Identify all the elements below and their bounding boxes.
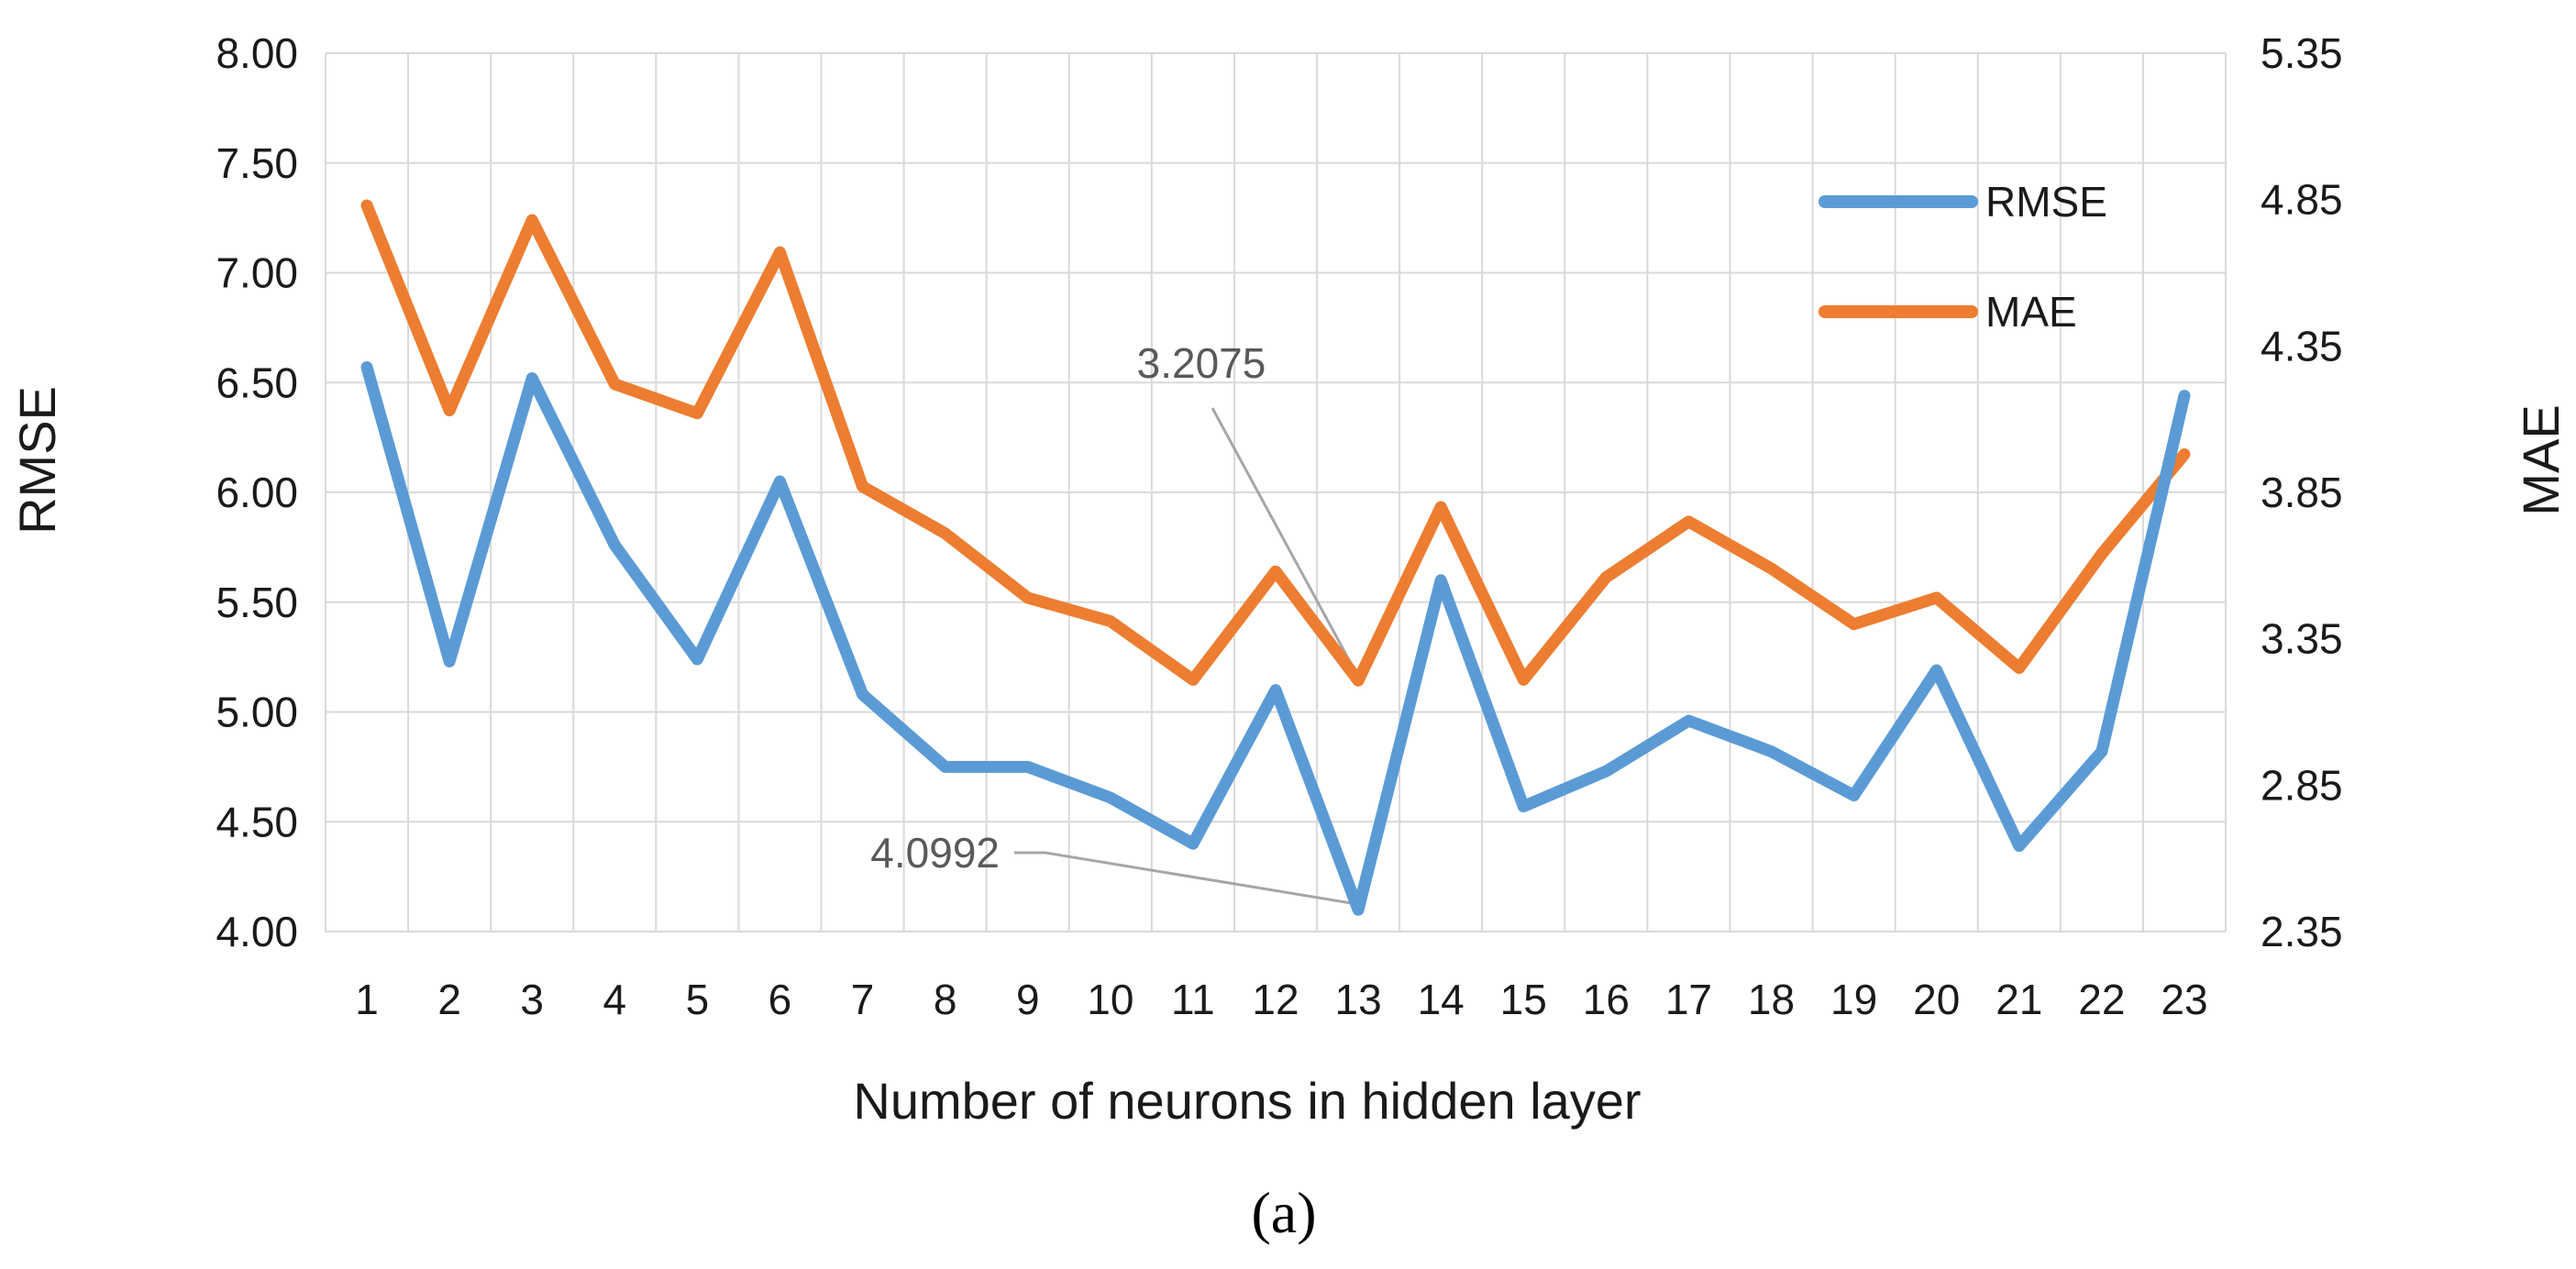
x-tick-label: 2 [437, 976, 461, 1023]
x-tick-label: 6 [768, 976, 792, 1023]
left-tick-label: 4.50 [216, 798, 298, 845]
annotation-leader [1211, 407, 1360, 678]
x-tick-label: 18 [1748, 976, 1795, 1023]
figure-caption: (a) [1251, 1180, 1316, 1245]
right-tick-label: 4.35 [2261, 322, 2343, 370]
legend-label-mae: MAE [1985, 288, 2077, 336]
x-tick-label: 15 [1500, 976, 1547, 1023]
gridlines [325, 52, 2227, 932]
left-tick-label: 6.50 [216, 359, 298, 406]
right-tick-label: 3.35 [2261, 615, 2343, 663]
annotation-leaders [1014, 407, 1360, 906]
left-tick-label: 5.00 [216, 689, 298, 736]
x-tick-label: 5 [686, 976, 710, 1023]
left-tick-label: 6.00 [216, 469, 298, 516]
x-tick-label: 12 [1252, 976, 1299, 1023]
x-tick-label: 17 [1665, 976, 1712, 1023]
y-axis-title-right: MAE [2512, 404, 2570, 515]
right-tick-label: 5.35 [2261, 29, 2343, 77]
left-tick-label: 5.50 [216, 579, 298, 626]
x-tick-label: 22 [2078, 976, 2125, 1023]
x-tick-label: 8 [934, 976, 957, 1023]
x-tick-label: 20 [1913, 976, 1960, 1023]
legend: RMSE MAE [1819, 178, 2107, 336]
right-tick-label: 2.35 [2261, 908, 2343, 955]
right-tick-label: 2.85 [2261, 761, 2343, 809]
x-tick-label: 9 [1016, 976, 1040, 1023]
series-line-mae [360, 199, 2191, 687]
y-axis-title-left: RMSE [8, 386, 66, 535]
series-line-rmse [360, 360, 2191, 916]
legend-label-rmse: RMSE [1985, 178, 2107, 226]
x-tick-label: 4 [603, 976, 627, 1023]
annotation-label: 3.2075 [1137, 339, 1266, 387]
right-tick-label: 4.85 [2261, 176, 2343, 224]
left-tick-label: 7.00 [216, 249, 298, 297]
x-axis-title: Number of neurons in hidden layer [853, 1072, 1641, 1130]
x-tick-label: 1 [355, 976, 379, 1023]
x-tick-label: 11 [1171, 976, 1215, 1023]
left-tick-label: 8.00 [216, 29, 298, 77]
series-lines [360, 199, 2191, 916]
right-tick-label: 3.85 [2261, 469, 2343, 516]
x-tick-label: 16 [1583, 976, 1630, 1023]
x-tick-label: 23 [2161, 976, 2207, 1023]
left-axis-ticks: 4.00 4.50 5.00 5.50 6.00 6.50 7.00 7.50 8.00 [216, 29, 298, 955]
annotations: 3.2075 4.0992 [870, 339, 1266, 877]
x-tick-label: 7 [851, 976, 875, 1023]
x-axis-ticks: 1 2 3 4 5 6 7 8 9 10 11 12 13 14 15 16 17 18 19 20 21 22 23 [355, 976, 2207, 1023]
left-tick-label: 7.50 [216, 139, 298, 187]
x-tick-label: 10 [1087, 976, 1133, 1023]
x-tick-label: 19 [1830, 976, 1877, 1023]
x-tick-label: 3 [520, 976, 544, 1023]
x-tick-label: 13 [1335, 976, 1382, 1023]
x-tick-label: 21 [1996, 976, 2042, 1023]
annotation-label: 4.0992 [870, 829, 1000, 877]
x-tick-label: 14 [1418, 976, 1465, 1023]
left-tick-label: 4.00 [216, 908, 298, 955]
right-axis-ticks: 2.35 2.85 3.35 3.85 4.35 4.85 5.35 [2261, 29, 2343, 955]
annotation-leader [1014, 851, 1359, 906]
